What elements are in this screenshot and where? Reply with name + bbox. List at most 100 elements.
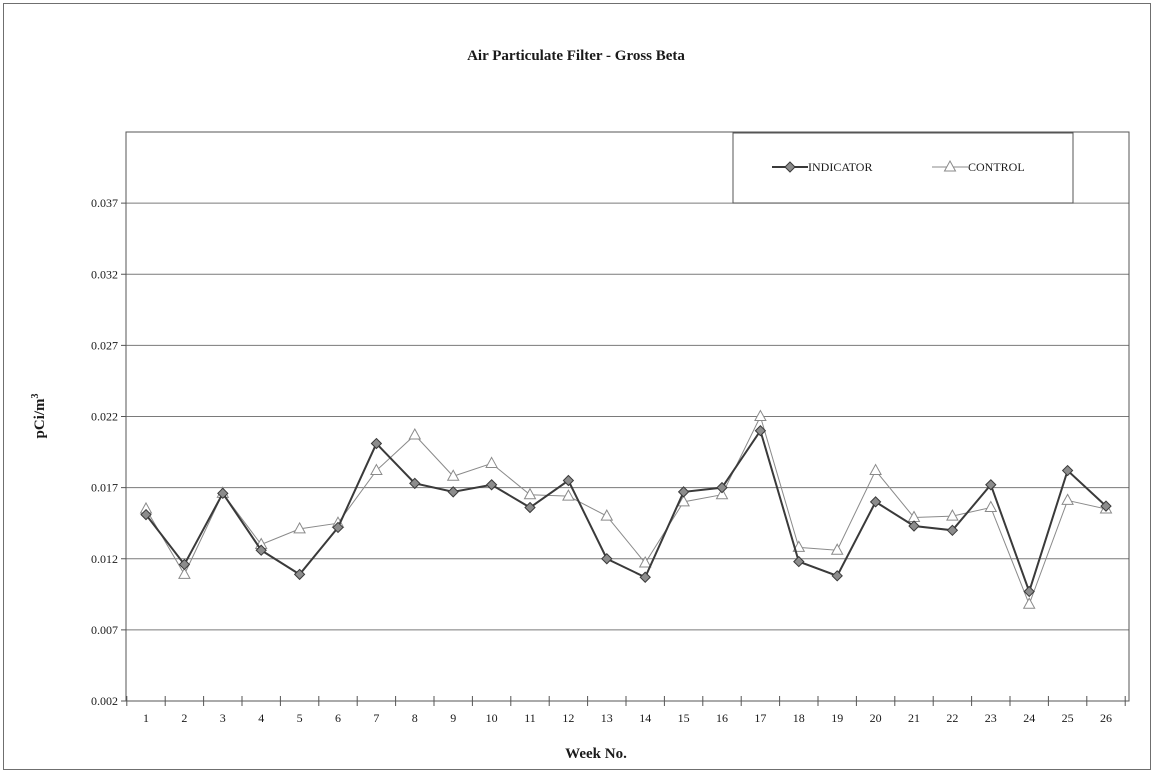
- data-point-indicator: [1061, 464, 1074, 477]
- legend-item-indicator: INDICATOR: [772, 160, 872, 174]
- data-point-control: [178, 567, 191, 579]
- x-tick-label: 9: [450, 711, 456, 725]
- data-point-control: [446, 469, 460, 481]
- data-point-control: [1061, 493, 1074, 505]
- x-tick-label: 5: [297, 711, 303, 725]
- data-point-indicator: [985, 479, 997, 491]
- data-point-control: [754, 409, 767, 421]
- legend-items: INDICATOR CONTROL: [772, 159, 1025, 174]
- x-axis: 1 2 3 4 5 6 7 8 9 10 11 12 13 14 15 16 17 18 19 20 21 22 23 24 2…: [126, 696, 1126, 725]
- x-tick-label: 14: [639, 711, 651, 725]
- data-point-indicator: [793, 555, 805, 568]
- data-point-indicator: [1100, 500, 1112, 512]
- legend-marker-control: [943, 159, 957, 172]
- y-axis-label-superscript: 3: [30, 393, 41, 398]
- data-point-control: [523, 487, 537, 500]
- data-point-indicator: [831, 570, 843, 582]
- y-tick-label: 0.032: [91, 267, 118, 281]
- series-indicator: [140, 425, 1112, 598]
- y-axis: 0.002 0.007 0.012 0.017 0.022 0.027 0.032 0.037: [91, 196, 126, 708]
- data-point-control: [869, 463, 882, 476]
- legend-label-control: CONTROL: [968, 160, 1025, 174]
- x-tick-label: 24: [1023, 711, 1035, 725]
- data-point-control: [946, 509, 959, 521]
- data-point-indicator: [332, 521, 344, 534]
- x-tick-label: 23: [985, 711, 997, 725]
- data-point-control: [485, 456, 498, 468]
- y-tick-label: 0.017: [91, 481, 118, 495]
- plot-area: 0.002 0.007 0.012 0.017 0.022 0.027 0.032 0.037…: [91, 131, 1130, 725]
- y-tick-label: 0.027: [91, 338, 118, 352]
- x-tick-label: 17: [754, 711, 766, 725]
- y-tick-label: 0.002: [91, 694, 118, 708]
- y-tick-label: 0.012: [91, 552, 118, 566]
- y-tick-label: 0.022: [91, 410, 118, 424]
- data-point-indicator: [677, 486, 690, 498]
- data-point-control: [370, 463, 383, 476]
- x-tick-label: 13: [601, 711, 613, 725]
- x-tick-label: 16: [716, 711, 728, 725]
- y-tick-label: 0.037: [91, 196, 118, 210]
- series-line-control: [145, 415, 1107, 606]
- x-tick-label: 19: [831, 711, 843, 725]
- data-point-control: [600, 509, 614, 521]
- data-point-indicator: [409, 477, 421, 490]
- x-tick-label: 3: [220, 711, 226, 725]
- data-point-indicator: [601, 553, 613, 565]
- data-point-indicator: [255, 544, 267, 556]
- data-point-indicator: [639, 571, 651, 583]
- data-point-control: [1022, 597, 1036, 609]
- x-tick-label: 1: [143, 711, 149, 725]
- x-tick-label: 12: [562, 711, 574, 725]
- x-tick-label: 22: [946, 711, 958, 725]
- x-tick-label: 20: [870, 711, 882, 725]
- data-point-indicator: [370, 437, 383, 450]
- data-point-indicator: [447, 486, 459, 498]
- y-tick-label: 0.007: [91, 623, 118, 637]
- data-point-indicator: [178, 558, 191, 571]
- data-point-indicator: [716, 481, 728, 494]
- x-tick-label: 11: [524, 711, 536, 725]
- data-point-control: [408, 427, 422, 440]
- chart-title: Air Particulate Filter - Gross Beta: [467, 48, 685, 64]
- data-point-control: [562, 489, 575, 501]
- legend: INDICATOR CONTROL: [732, 132, 1074, 204]
- data-point-control: [715, 487, 729, 500]
- x-tick-label: 6: [335, 711, 341, 725]
- data-point-control: [830, 543, 844, 555]
- x-tick-label: 26: [1100, 711, 1112, 725]
- data-point-indicator: [217, 487, 229, 500]
- x-tick-label: 4: [258, 711, 264, 725]
- data-point-control: [638, 555, 652, 568]
- data-point-indicator: [754, 425, 767, 437]
- x-tick-label: 18: [793, 711, 805, 725]
- series-line-indicator: [145, 428, 1107, 595]
- x-tick-label: 7: [373, 711, 379, 725]
- x-tick-label: 8: [412, 711, 418, 725]
- data-point-indicator: [485, 479, 498, 491]
- data-point-indicator: [946, 524, 959, 537]
- data-point-control: [984, 500, 998, 513]
- data-point-indicator: [524, 501, 536, 514]
- x-axis-label: Week No.: [565, 746, 627, 762]
- legend-label-indicator: INDICATOR: [808, 160, 872, 174]
- legend-marker-indicator: [784, 161, 796, 173]
- x-tick-label: 10: [486, 711, 498, 725]
- data-point-indicator: [1023, 585, 1035, 598]
- x-tick-label: 25: [1062, 711, 1074, 725]
- data-point-indicator: [293, 568, 306, 581]
- grid-lines: [126, 202, 1129, 631]
- x-tick-label: 15: [678, 711, 690, 725]
- series-layer: [139, 409, 1113, 609]
- y-axis-label: pCi/m3: [30, 393, 48, 438]
- data-point-control: [293, 521, 306, 534]
- data-point-indicator: [140, 508, 152, 521]
- legend-item-control: CONTROL: [932, 159, 1025, 174]
- data-point-indicator: [869, 496, 882, 508]
- x-tick-label: 21: [908, 711, 920, 725]
- data-point-indicator: [908, 520, 920, 532]
- data-point-control: [677, 494, 690, 507]
- data-point-indicator: [562, 474, 575, 487]
- chart-frame: [3, 3, 1151, 770]
